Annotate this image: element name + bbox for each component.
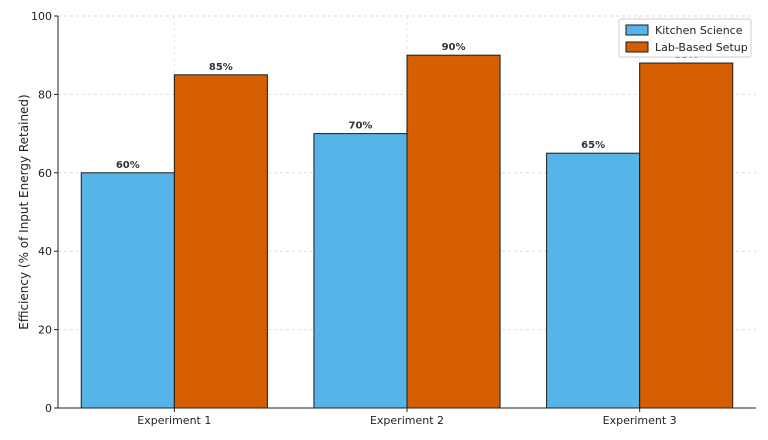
bar (546, 152, 641, 409)
legend-swatch (625, 24, 649, 36)
bar (313, 133, 408, 409)
legend: Kitchen Science Lab-Based Setup (618, 18, 752, 58)
data-label: 65% (581, 140, 605, 151)
data-label: 90% (442, 42, 466, 53)
x-tick-label: Experiment 3 (603, 414, 677, 427)
y-tick-label: 100 (31, 10, 52, 23)
bar (639, 62, 734, 409)
data-label: 60% (116, 160, 140, 171)
y-tick-label: 40 (38, 245, 52, 258)
y-tick-label: 80 (38, 88, 52, 101)
bar (80, 172, 175, 409)
bar (173, 74, 268, 409)
data-label: 70% (348, 121, 372, 132)
y-ticks: 0 20 40 60 80 100 (31, 10, 58, 415)
x-tick-label: Experiment 2 (370, 414, 444, 427)
x-tick-label: Experiment 1 (137, 414, 211, 427)
y-axis-title: Efficiency (% of Input Energy Retained) (17, 94, 31, 329)
y-tick-label: 60 (38, 167, 52, 180)
legend-label: Lab-Based Setup (655, 41, 748, 54)
bars (80, 54, 734, 409)
y-tick-label: 0 (45, 402, 52, 415)
bar (406, 54, 501, 409)
legend-label: Kitchen Science (655, 24, 743, 37)
y-tick-label: 20 (38, 324, 52, 337)
data-label: 85% (209, 62, 233, 73)
x-ticks: Experiment 1 Experiment 2 Experiment 3 (137, 408, 677, 427)
legend-box (618, 18, 752, 58)
legend-swatch (625, 41, 649, 53)
